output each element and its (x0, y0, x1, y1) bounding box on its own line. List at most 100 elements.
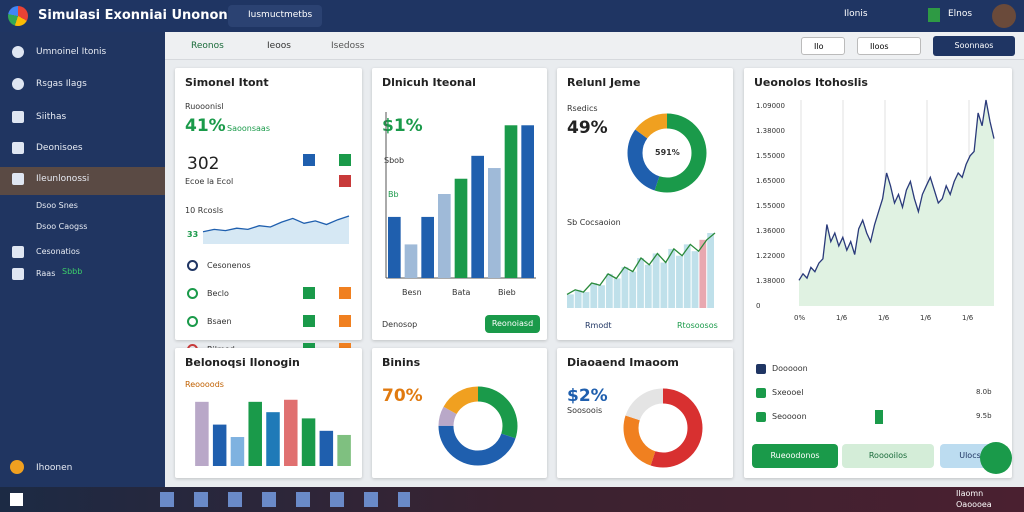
button[interactable]: Rueoodonos (752, 444, 838, 468)
donut-segment (627, 113, 707, 193)
donut-segment (438, 386, 518, 466)
card: Simonel Itont Ruooonisl 41% Saoonsaas 30… (175, 68, 362, 355)
nav-icon (12, 46, 24, 58)
area-bar (707, 233, 714, 308)
badge (339, 315, 351, 327)
nav-item[interactable]: Dsoo Caogss (36, 222, 88, 231)
search-box[interactable]: Iusmuctmetbs (228, 5, 322, 27)
area-bar (605, 273, 613, 308)
x-label: 1/6 (878, 314, 890, 322)
footer-text: Rtosoosos (677, 321, 718, 330)
bar (454, 178, 468, 278)
button[interactable]: Rooooilos (842, 444, 934, 468)
nav-item[interactable]: Cesonatios (36, 247, 80, 256)
nav-item[interactable]: Umnoinel Itonis (36, 47, 107, 57)
bar (404, 244, 418, 278)
legend-icon (187, 260, 198, 271)
primary-button[interactable]: Soonnaos (933, 36, 1015, 56)
area-bar (613, 278, 621, 308)
tab[interactable]: Ieoos (267, 41, 291, 51)
nav-icon (12, 173, 24, 185)
bar (471, 155, 484, 278)
badge: Sbbb (62, 267, 83, 276)
count: 302 (187, 154, 220, 174)
taskbar-apps[interactable] (160, 492, 410, 507)
x-label: 1/6 (920, 314, 932, 322)
card-title: Belonoqsi Ilonogin (185, 356, 300, 369)
row-icon (756, 388, 766, 398)
y-label: 1.36000 (756, 227, 785, 235)
y-label: 1.38000 (756, 127, 785, 135)
legend-icon (187, 316, 198, 327)
tab[interactable]: Isedoss (331, 41, 365, 51)
area-bar (676, 255, 683, 308)
nav-item[interactable]: Raas (36, 269, 56, 278)
x-label: Bata (452, 288, 471, 297)
nav-item[interactable]: Ileunlonossi (36, 174, 90, 184)
y-label: 1.09000 (756, 102, 785, 110)
tab[interactable]: Reonos (191, 41, 224, 51)
card-title: Dlnicuh Iteonal (382, 76, 476, 89)
donut (627, 113, 707, 193)
badge (303, 287, 315, 299)
button[interactable]: Reonoiasd (485, 315, 540, 333)
x-label: Besn (402, 288, 422, 297)
area-bar (652, 253, 660, 308)
avatar[interactable] (992, 4, 1016, 28)
card-title: Relunl Jeme (567, 76, 641, 89)
note: Bb (388, 190, 399, 199)
x-label: Bieb (498, 288, 516, 297)
card: Dlnicuh Iteonal $1% Sbob Bb Besn Bata Bi… (372, 68, 547, 340)
app-title: Simulasi Exonniai Unonongm (38, 8, 251, 23)
badge (303, 154, 315, 166)
badge (339, 287, 351, 299)
card-title: Diaoaend Imaoom (567, 356, 679, 369)
row-value: 8.0b (976, 388, 992, 396)
filter[interactable]: Iloos (857, 37, 921, 55)
start-button[interactable] (10, 493, 23, 506)
nav-item[interactable]: Siithas (36, 112, 67, 122)
row-icon (756, 412, 766, 422)
x-label: 0% (794, 314, 806, 322)
area-bar (644, 264, 652, 308)
area-bar (668, 248, 676, 308)
nav-item[interactable]: Ihoonen (36, 463, 73, 473)
note: Ecoe Ia Ecol (185, 177, 234, 186)
bar (301, 418, 316, 466)
nav-item[interactable]: Deonisoes (36, 143, 83, 153)
kpi: 70% (382, 386, 423, 406)
donut-segment (623, 388, 703, 468)
legend-label: Bsaen (207, 317, 232, 326)
filter[interactable]: Ilo (801, 37, 845, 55)
bar-chart (385, 112, 536, 279)
row-label: Seoooon (772, 412, 807, 421)
toolbar: Reonos Ieoos Isedoss Ilo Iloos Soonnaos (165, 32, 1024, 60)
note: Saoonsaas (227, 124, 270, 133)
nav-item[interactable]: Dsoo Snes (36, 201, 78, 210)
top-link[interactable]: Elnos (948, 9, 973, 19)
area-bar (590, 283, 598, 308)
line (566, 232, 716, 295)
donut-segment (627, 113, 707, 193)
search-text: Iusmuctmetbs (248, 10, 313, 20)
bar (488, 168, 501, 278)
kpi: 49% (567, 118, 608, 138)
top-link[interactable]: Ilonis (844, 9, 868, 19)
taskbar: Ilaomn Oaoooea (0, 487, 1024, 512)
card-title: Ueonolos Itohoslis (754, 76, 868, 89)
donut-center: 591% (655, 148, 680, 157)
badge (339, 154, 351, 166)
nav-item[interactable]: Rsgas Ilags (36, 79, 87, 89)
bar (319, 430, 334, 466)
label: Sb Cocsaoion (567, 218, 621, 227)
bar (388, 216, 401, 278)
bar-chart (195, 399, 351, 466)
nav-icon (10, 460, 24, 474)
bar (212, 424, 227, 466)
y-label: 1.65000 (756, 177, 785, 185)
card: Binins 70% (372, 348, 547, 478)
fab[interactable] (980, 442, 1012, 474)
area-bar (699, 239, 707, 308)
area-chart (566, 232, 716, 308)
label: 10 Rcosls (185, 206, 224, 215)
